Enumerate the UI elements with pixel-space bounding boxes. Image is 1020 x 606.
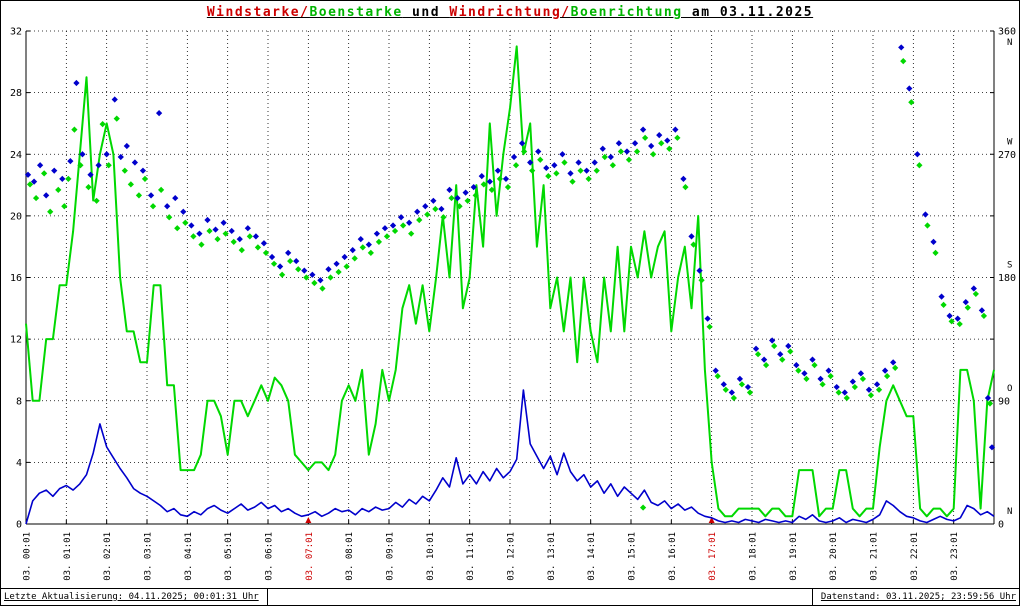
svg-text:360: 360 [998,27,1016,38]
svg-text:0: 0 [16,520,22,531]
svg-text:03. 04:01: 03. 04:01 [184,532,194,581]
svg-text:03. 19:01: 03. 19:01 [789,532,799,581]
svg-text:03. 23:01: 03. 23:01 [950,532,960,581]
svg-text:03. 08:01: 03. 08:01 [345,532,355,581]
svg-text:03. 11:01: 03. 11:01 [466,532,476,581]
svg-text:03. 20:01: 03. 20:01 [829,532,839,581]
title-boenrichtung: Boenrichtung [570,5,683,20]
svg-text:03. 10:01: 03. 10:01 [426,532,436,581]
svg-text:N: N [1007,38,1012,48]
svg-text:270: 270 [998,150,1016,161]
title-windstarke: Windstarke/ [206,5,310,20]
svg-text:4: 4 [16,458,22,469]
svg-text:03. 21:01: 03. 21:01 [870,532,880,581]
svg-text:90: 90 [998,396,1010,407]
svg-text:03. 06:01: 03. 06:01 [265,532,275,581]
svg-text:03. 05:01: 03. 05:01 [224,532,234,581]
footer-bar: Letzte Aktualisierung: 04.11.2025; 00:01… [1,588,1019,605]
data-state-text: Datenstand: 03.11.2025; 23:59:56 Uhr [811,589,1019,605]
svg-text:03. 14:01: 03. 14:01 [587,532,597,581]
svg-text:03. 18:01: 03. 18:01 [749,532,759,581]
svg-text:03. 17:01: 03. 17:01 [708,532,718,581]
title-date: am 03.11.2025 [682,5,814,20]
svg-text:180: 180 [998,273,1016,284]
svg-text:S: S [1007,261,1012,271]
svg-text:24: 24 [10,150,22,161]
svg-text:03. 22:01: 03. 22:01 [910,532,920,581]
svg-text:8: 8 [16,396,22,407]
svg-text:32: 32 [10,27,22,38]
svg-text:03. 13:01: 03. 13:01 [547,532,557,581]
svg-text:03. 03:01: 03. 03:01 [144,532,154,581]
svg-text:12: 12 [10,335,22,346]
svg-text:03. 09:01: 03. 09:01 [386,532,396,581]
svg-text:03. 15:01: 03. 15:01 [628,532,638,581]
svg-text:W: W [1007,137,1013,147]
svg-text:0: 0 [998,520,1004,531]
svg-text:03. 00:01: 03. 00:01 [23,532,33,581]
chart-title: Windstarke/Boenstarke und Windrichtung/B… [1,5,1019,20]
svg-text:03. 16:01: 03. 16:01 [668,532,678,581]
title-boenstarke: Boenstarke [309,5,403,20]
svg-text:03. 01:01: 03. 01:01 [63,532,73,581]
title-und: und [402,5,450,20]
svg-text:20: 20 [10,211,22,222]
title-windrichtung: Windrichtung/ [449,5,571,20]
svg-text:O: O [1007,384,1012,394]
svg-text:03. 12:01: 03. 12:01 [507,532,517,581]
svg-text:03. 02:01: 03. 02:01 [103,532,113,581]
last-update-text: Letzte Aktualisierung: 04.11.2025; 00:01… [1,589,268,605]
svg-text:03. 07:01: 03. 07:01 [305,532,315,581]
svg-text:N: N [1007,507,1012,517]
svg-text:28: 28 [10,88,22,99]
svg-text:16: 16 [10,273,22,284]
